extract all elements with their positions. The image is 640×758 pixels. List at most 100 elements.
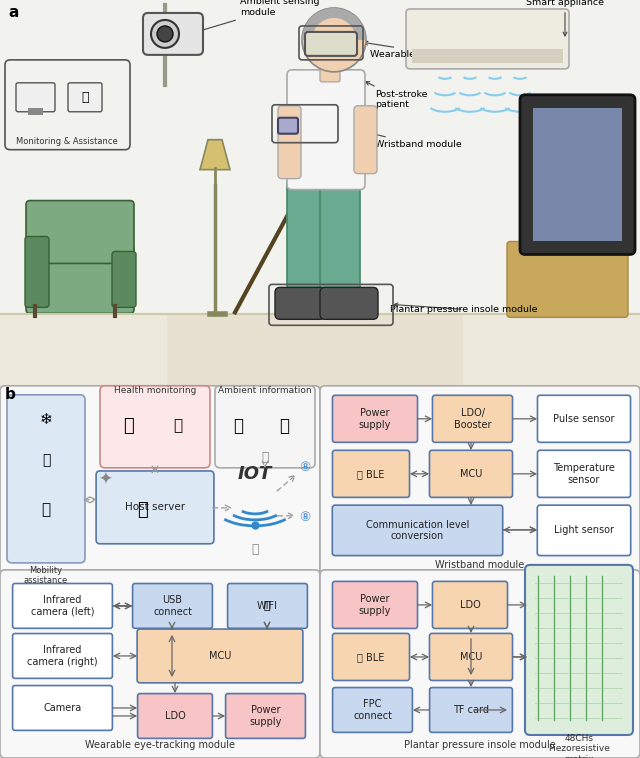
FancyBboxPatch shape	[333, 450, 410, 497]
FancyBboxPatch shape	[320, 386, 640, 578]
Text: USB
connect: USB connect	[153, 595, 192, 617]
FancyBboxPatch shape	[429, 688, 513, 732]
FancyBboxPatch shape	[28, 108, 43, 114]
Text: Communication level
conversion: Communication level conversion	[366, 519, 469, 541]
Text: 🚶: 🚶	[123, 417, 133, 435]
Circle shape	[302, 8, 366, 72]
FancyBboxPatch shape	[7, 395, 85, 563]
FancyBboxPatch shape	[226, 694, 305, 738]
FancyBboxPatch shape	[433, 395, 513, 443]
FancyBboxPatch shape	[354, 106, 377, 174]
FancyBboxPatch shape	[0, 386, 320, 578]
Text: Wristband module: Wristband module	[339, 125, 461, 149]
Text: WIFI: WIFI	[257, 601, 278, 611]
Text: ⓗ BLE: ⓗ BLE	[357, 469, 385, 479]
Text: LDO/
Booster: LDO/ Booster	[454, 408, 492, 430]
FancyBboxPatch shape	[429, 634, 513, 681]
FancyBboxPatch shape	[538, 395, 630, 443]
Text: Ambient information: Ambient information	[218, 386, 312, 395]
FancyBboxPatch shape	[16, 83, 55, 111]
Text: LDO: LDO	[164, 711, 186, 721]
Text: 💡: 💡	[42, 453, 50, 467]
Wedge shape	[302, 8, 366, 40]
Text: ❄: ❄	[40, 412, 52, 428]
FancyBboxPatch shape	[333, 581, 417, 628]
FancyBboxPatch shape	[112, 252, 136, 307]
Text: Power
supply: Power supply	[250, 705, 282, 727]
Text: Pulse sensor: Pulse sensor	[553, 414, 615, 424]
Text: TF card: TF card	[453, 705, 489, 715]
FancyBboxPatch shape	[320, 570, 640, 758]
Text: a: a	[8, 5, 19, 20]
FancyBboxPatch shape	[143, 13, 203, 55]
FancyBboxPatch shape	[215, 386, 315, 468]
FancyBboxPatch shape	[26, 201, 134, 264]
Circle shape	[157, 26, 173, 42]
Text: ⑧: ⑧	[300, 462, 310, 475]
Text: 🖥: 🖥	[42, 503, 51, 518]
Text: ✦: ✦	[98, 471, 112, 489]
Text: ⓗ BLE: ⓗ BLE	[357, 652, 385, 662]
Text: Wearable eye-tracking module: Wearable eye-tracking module	[364, 41, 516, 59]
Text: IOT: IOT	[238, 465, 272, 483]
FancyBboxPatch shape	[0, 0, 640, 315]
Text: Power
supply: Power supply	[359, 594, 391, 615]
FancyBboxPatch shape	[507, 242, 628, 318]
FancyBboxPatch shape	[0, 570, 320, 758]
Text: Power
supply: Power supply	[359, 408, 391, 430]
FancyBboxPatch shape	[167, 313, 463, 387]
Text: Wristband module: Wristband module	[435, 560, 525, 570]
FancyBboxPatch shape	[305, 32, 357, 56]
FancyBboxPatch shape	[13, 634, 113, 678]
Text: MCU: MCU	[460, 469, 482, 479]
Text: 🌐: 🌐	[136, 501, 147, 519]
FancyBboxPatch shape	[406, 9, 569, 69]
FancyBboxPatch shape	[0, 315, 640, 394]
FancyBboxPatch shape	[96, 471, 214, 543]
Text: Plantar pressure insole module: Plantar pressure insole module	[390, 303, 538, 314]
Text: Infrared
camera (right): Infrared camera (right)	[27, 645, 98, 667]
FancyBboxPatch shape	[429, 450, 513, 497]
FancyBboxPatch shape	[525, 565, 633, 735]
FancyBboxPatch shape	[538, 450, 630, 497]
Text: MCU: MCU	[209, 651, 231, 661]
FancyBboxPatch shape	[332, 505, 502, 556]
FancyBboxPatch shape	[132, 584, 212, 628]
FancyBboxPatch shape	[320, 287, 378, 319]
Text: Monitoring & Assistance: Monitoring & Assistance	[16, 136, 118, 146]
FancyBboxPatch shape	[13, 584, 113, 628]
FancyBboxPatch shape	[275, 287, 325, 319]
Text: FPC
connect: FPC connect	[353, 699, 392, 721]
Text: Post-stroke
patient: Post-stroke patient	[365, 82, 428, 109]
Text: Wearable eye-tracking module: Wearable eye-tracking module	[85, 740, 235, 750]
Text: Mobility
assistance: Mobility assistance	[24, 566, 68, 585]
FancyBboxPatch shape	[433, 581, 508, 628]
Circle shape	[151, 20, 179, 48]
FancyBboxPatch shape	[278, 117, 298, 133]
Text: 48CHs
Piezoresistive
matrix: 48CHs Piezoresistive matrix	[548, 734, 610, 758]
FancyBboxPatch shape	[278, 106, 301, 179]
Text: 📶: 📶	[252, 543, 259, 556]
Text: Ambient sensing
module: Ambient sensing module	[197, 0, 319, 33]
Text: Smart appliance: Smart appliance	[526, 0, 604, 36]
FancyBboxPatch shape	[26, 246, 134, 313]
Text: Temperature
sensor: Temperature sensor	[553, 463, 615, 484]
FancyBboxPatch shape	[287, 70, 365, 190]
FancyBboxPatch shape	[13, 685, 113, 731]
Text: Host server: Host server	[125, 503, 185, 512]
FancyBboxPatch shape	[333, 688, 412, 732]
FancyBboxPatch shape	[100, 386, 210, 468]
Text: Health monitoring: Health monitoring	[114, 386, 196, 395]
Text: b: b	[5, 387, 16, 402]
Text: Plantar pressure insole module: Plantar pressure insole module	[404, 740, 556, 750]
FancyBboxPatch shape	[25, 236, 49, 307]
FancyBboxPatch shape	[228, 584, 307, 628]
FancyBboxPatch shape	[137, 629, 303, 683]
Text: Camera: Camera	[44, 703, 82, 713]
FancyBboxPatch shape	[412, 49, 563, 63]
Text: 📶: 📶	[261, 451, 269, 465]
FancyBboxPatch shape	[68, 83, 102, 111]
FancyBboxPatch shape	[333, 634, 410, 681]
FancyBboxPatch shape	[287, 177, 325, 318]
Text: LDO: LDO	[460, 600, 481, 610]
